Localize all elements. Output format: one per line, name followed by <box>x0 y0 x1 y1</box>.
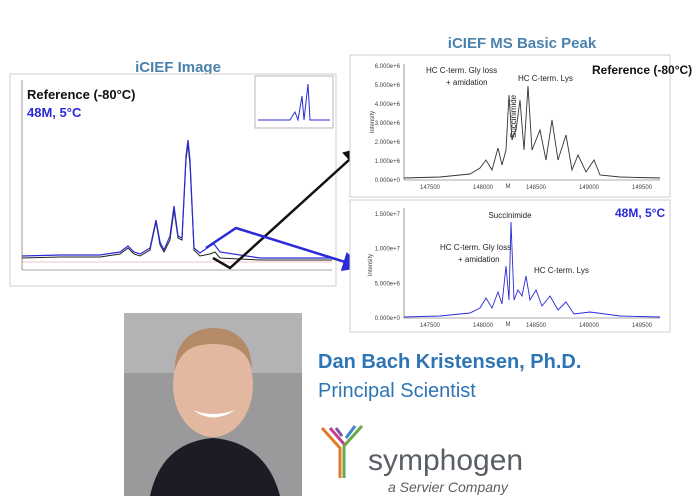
chart-frame <box>349 54 671 198</box>
x-tick-label: 149000 <box>579 323 600 329</box>
y-ticks: 1.500e+7 1.000e+7 5.000e+6 0.000e+0 <box>375 212 401 322</box>
y-tick-label: 3.000e+6 <box>375 121 401 127</box>
annotation: + amidation <box>458 255 500 264</box>
spectrum-48m <box>403 221 661 318</box>
axis-label: Intensity <box>370 111 376 133</box>
annotation: HC C-term. Lys <box>534 266 589 275</box>
x-tick-label: 148500 <box>526 323 547 329</box>
y-tick-label: 4.000e+6 <box>375 102 401 108</box>
y-tick-label: 5.000e+6 <box>375 83 401 89</box>
x-tick-label: 149500 <box>632 323 653 329</box>
y-tick-label: 2.000e+6 <box>375 140 401 146</box>
x-tick-label: 148500 <box>526 185 547 191</box>
y-tick-label: 0.000e+0 <box>375 178 401 184</box>
y-tick-label: 0.000e+0 <box>375 316 401 322</box>
annotation: HC C-term. Gly loss <box>426 66 497 75</box>
marker-label: M <box>506 184 511 190</box>
y-ticks: 6.000e+6 5.000e+6 4.000e+6 3.000e+6 2.000e+6… <box>375 64 401 184</box>
y-tick-label: 1.500e+7 <box>375 212 401 218</box>
marker-label: M <box>506 322 511 328</box>
x-ticks: 147500 148000 148500 149000 149500 <box>420 185 653 191</box>
panel-title: iCIEF MS Basic Peak <box>448 35 597 52</box>
logo-name: symphogen <box>368 444 523 477</box>
panel-title: iCIEF Image <box>135 59 221 76</box>
chart-label: Reference (-80°C) <box>592 63 692 77</box>
arrow <box>205 226 363 272</box>
spectrum-reference <box>403 85 661 179</box>
axis-label: Intensity <box>368 254 374 276</box>
annotation: Succinimide <box>488 211 532 220</box>
annotation: HC C-term. Gly loss <box>440 243 511 252</box>
x-tick-label: 149000 <box>579 185 600 191</box>
logo-mark <box>320 424 364 478</box>
y-tick-label: 1.000e+6 <box>375 159 401 165</box>
annotation: HC C-term. Lys <box>518 74 573 83</box>
annotation: Succinimide <box>509 94 518 138</box>
inset <box>254 75 334 129</box>
x-ticks: 147500 148000 148500 149000 149500 <box>420 323 653 329</box>
legend-label: Reference (-80°C) <box>27 87 136 102</box>
y-tick-label: 5.000e+6 <box>375 281 401 287</box>
inset-trace <box>258 83 330 122</box>
arrow <box>212 146 364 270</box>
y-tick-label: 6.000e+6 <box>375 64 401 70</box>
legend-label: 48M, 5°C <box>27 105 82 120</box>
photo <box>124 313 302 496</box>
logo-tagline: a Servier Company <box>388 479 509 495</box>
x-tick-label: 147500 <box>420 323 441 329</box>
person-role: Principal Scientist <box>318 380 476 402</box>
x-tick-label: 149500 <box>632 185 653 191</box>
person-name: Dan Bach Kristensen, Ph.D. <box>318 351 581 373</box>
x-tick-label: 147500 <box>420 185 441 191</box>
y-tick-label: 1.000e+7 <box>375 247 401 253</box>
x-tick-label: 148000 <box>473 185 494 191</box>
chart-label: 48M, 5°C <box>615 206 665 220</box>
x-tick-label: 148000 <box>473 323 494 329</box>
annotation: + amidation <box>446 78 488 87</box>
